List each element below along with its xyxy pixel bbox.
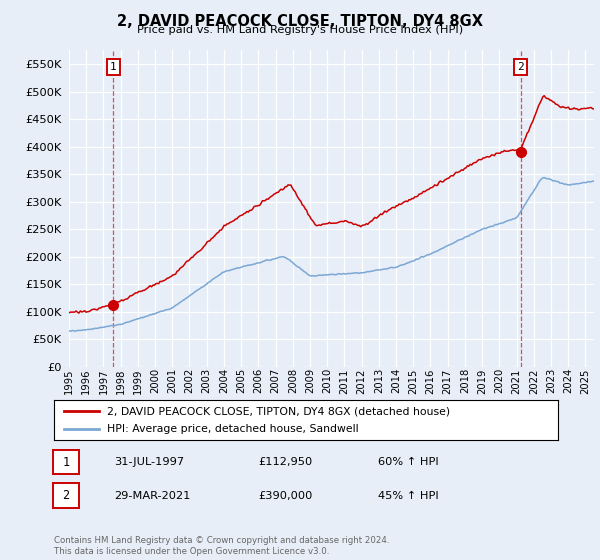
- Text: HPI: Average price, detached house, Sandwell: HPI: Average price, detached house, Sand…: [107, 423, 359, 433]
- Text: Contains HM Land Registry data © Crown copyright and database right 2024.
This d: Contains HM Land Registry data © Crown c…: [54, 536, 389, 556]
- Text: Price paid vs. HM Land Registry's House Price Index (HPI): Price paid vs. HM Land Registry's House …: [137, 25, 463, 35]
- Text: 2: 2: [62, 489, 70, 502]
- Text: 2: 2: [517, 62, 524, 72]
- Text: 1: 1: [62, 455, 70, 469]
- Text: 60% ↑ HPI: 60% ↑ HPI: [378, 457, 439, 467]
- Text: 1: 1: [110, 62, 117, 72]
- Text: £390,000: £390,000: [258, 491, 313, 501]
- Text: 2, DAVID PEACOCK CLOSE, TIPTON, DY4 8GX (detached house): 2, DAVID PEACOCK CLOSE, TIPTON, DY4 8GX …: [107, 407, 450, 417]
- Text: 2, DAVID PEACOCK CLOSE, TIPTON, DY4 8GX: 2, DAVID PEACOCK CLOSE, TIPTON, DY4 8GX: [117, 14, 483, 29]
- Text: 31-JUL-1997: 31-JUL-1997: [114, 457, 184, 467]
- Text: 29-MAR-2021: 29-MAR-2021: [114, 491, 190, 501]
- Text: £112,950: £112,950: [258, 457, 312, 467]
- Text: 45% ↑ HPI: 45% ↑ HPI: [378, 491, 439, 501]
